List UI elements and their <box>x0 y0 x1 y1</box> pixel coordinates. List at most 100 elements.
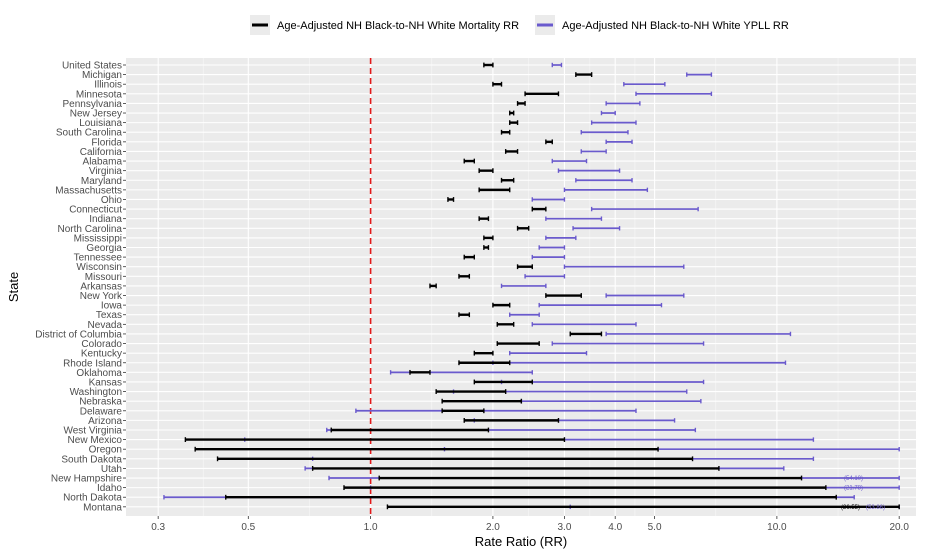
y-tick-label: Idaho <box>97 483 122 494</box>
x-tick-label: 3.0 <box>557 522 571 533</box>
ypll-interval <box>538 245 566 250</box>
y-axis-title: State <box>6 272 21 302</box>
y-tick-label: Nebraska <box>79 397 122 408</box>
ypll-interval <box>635 91 713 97</box>
x-tick-label: 10.0 <box>767 522 787 533</box>
mort-interval <box>386 504 900 510</box>
mort-interval <box>225 494 837 500</box>
mort-interval <box>463 417 560 423</box>
mort-interval <box>516 264 533 270</box>
ypll-interval <box>545 235 577 241</box>
y-tick-label: California <box>80 147 123 158</box>
mort-interval <box>509 120 519 126</box>
y-tick-label: District of Columbia <box>35 329 122 340</box>
mort-interval <box>330 427 490 433</box>
ypll-interval <box>605 293 685 298</box>
y-tick-label: Oregon <box>89 445 122 456</box>
y-tick-label: New Hampshire <box>51 474 123 485</box>
mort-interval <box>473 350 494 356</box>
legend: Age-Adjusted NH Black-to-NH White Mortal… <box>250 15 789 35</box>
ypll-interval <box>605 331 792 337</box>
mort-interval <box>429 283 437 289</box>
ypll-interval <box>551 158 588 164</box>
ypll-interval <box>600 110 616 116</box>
y-tick-label: Massachusetts <box>55 185 122 196</box>
y-tick-label: West Virginia <box>63 425 122 436</box>
mort-interval <box>483 245 490 250</box>
y-tick-label: Kentucky <box>81 349 122 360</box>
mort-interval <box>478 216 490 222</box>
x-tick-label: 4.0 <box>608 522 622 533</box>
y-tick-label: Illinois <box>94 80 122 91</box>
y-tick-label: Arizona <box>88 416 122 427</box>
mort-interval <box>483 62 494 68</box>
y-tick-label: North Carolina <box>58 224 123 235</box>
y-tick-label: Iowa <box>101 301 123 312</box>
mort-interval <box>500 129 511 135</box>
mort-interval <box>473 379 533 385</box>
mort-interval <box>531 206 547 212</box>
y-tick-label: Ohio <box>101 195 123 206</box>
ypll-interval <box>551 62 563 68</box>
mort-interval <box>569 331 603 337</box>
y-tick-label: North Dakota <box>63 493 122 504</box>
y-tick-label: Maryland <box>81 176 122 187</box>
y-tick-label: Oklahoma <box>76 368 122 379</box>
mort-interval <box>492 81 503 87</box>
ypll-interval <box>580 149 607 154</box>
mort-interval <box>463 254 476 260</box>
y-tick-label: Montana <box>83 502 122 513</box>
ypll-interval <box>605 101 641 106</box>
y-tick-label: Pennsylvania <box>63 99 123 110</box>
mort-interval <box>463 158 476 164</box>
y-tick-label: South Dakota <box>61 454 122 465</box>
ypll-interval <box>531 197 566 202</box>
mort-interval <box>516 225 530 231</box>
ypll-interval <box>355 408 637 413</box>
mort-interval <box>343 485 827 491</box>
mort-interval <box>409 369 431 375</box>
x-axis-title: Rate Ratio (RR) <box>475 534 567 549</box>
clipped-value-label: (53.86) <box>866 505 885 511</box>
x-tick-label: 20.0 <box>889 522 909 533</box>
y-tick-label: Louisiana <box>79 118 122 129</box>
y-tick-label: Nevada <box>88 320 123 331</box>
y-tick-label: Connecticut <box>69 205 122 216</box>
ypll-interval <box>590 120 637 125</box>
mort-interval <box>478 168 494 174</box>
y-tick-label: Texas <box>96 310 122 321</box>
mort-interval <box>545 293 582 298</box>
mort-interval <box>545 139 553 145</box>
mort-interval <box>216 456 694 462</box>
y-tick-label: Georgia <box>86 243 122 254</box>
y-tick-label: Michigan <box>82 70 122 81</box>
mort-interval <box>458 273 471 279</box>
y-tick-label: Utah <box>101 464 122 475</box>
mort-interval <box>184 437 566 442</box>
legend-label: Age-Adjusted NH Black-to-NH White Mortal… <box>277 20 519 32</box>
y-tick-label: Arkansas <box>80 281 122 292</box>
x-tick-label: 2.0 <box>486 522 500 533</box>
y-tick-label: Indiana <box>89 214 122 225</box>
mort-interval <box>194 446 659 452</box>
mort-interval <box>441 398 523 404</box>
ypll-interval <box>575 178 633 183</box>
y-tick-label: Florida <box>91 137 122 148</box>
mort-interval <box>435 389 507 394</box>
y-tick-label: Tennessee <box>74 253 123 264</box>
y-tick-label: United States <box>62 61 122 72</box>
ypll-interval <box>563 187 649 193</box>
ypll-interval <box>590 206 699 212</box>
mort-interval <box>458 360 511 366</box>
ypll-interval <box>538 302 663 308</box>
ypll-interval <box>686 72 713 77</box>
y-tick-label: Kansas <box>89 377 122 388</box>
legend-item-mort: Age-Adjusted NH Black-to-NH White Mortal… <box>250 15 519 35</box>
legend-label: Age-Adjusted NH Black-to-NH White YPLL R… <box>562 20 789 32</box>
clipped-value-label: (54.10) <box>844 476 863 482</box>
ypll-interval <box>545 216 603 221</box>
y-tick-label: Colorado <box>81 339 122 350</box>
ypll-interval <box>509 350 588 356</box>
y-tick-label: New York <box>80 291 123 302</box>
